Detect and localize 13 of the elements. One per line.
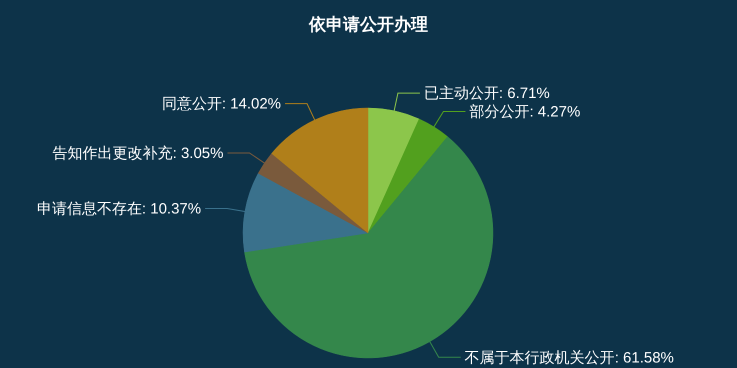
value: : 6.71% [498, 85, 550, 102]
slice-label: 不属于本行政机关公开 [464, 349, 615, 366]
chart-title: 依申请公开办理 [308, 15, 428, 34]
value: : 14.02% [222, 96, 282, 113]
value: : 10.37% [142, 200, 202, 218]
value: : 3.05% [172, 144, 224, 162]
slice-label: 告知作出更改补充 [52, 144, 173, 162]
value: : 61.58% [614, 349, 674, 366]
value: : 4.27% [529, 104, 580, 121]
slice-label: 部分公开 [469, 104, 530, 121]
slice-label: 申请信息不存在 [36, 200, 142, 218]
slice-label: 同意公开 [162, 96, 222, 113]
slice-label: 已主动公开 [424, 85, 499, 102]
